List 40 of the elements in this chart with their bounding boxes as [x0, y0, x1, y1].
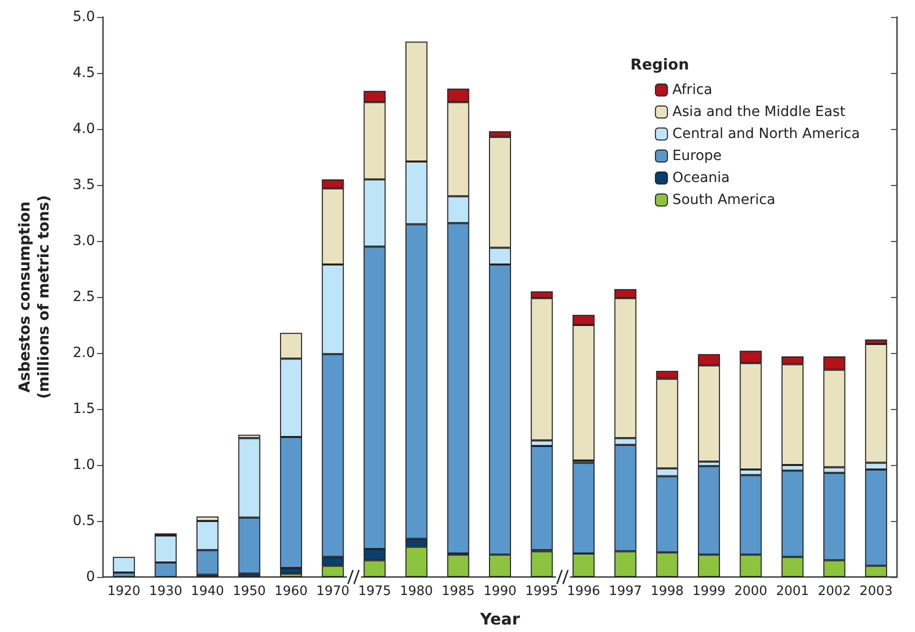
y-tick-label: 0 — [86, 569, 95, 585]
x-tick-label: 1970 — [316, 584, 350, 599]
legend-label: Central and North America — [672, 126, 860, 142]
y-tick-label: 5.0 — [72, 9, 95, 25]
x-tick-label: 1999 — [692, 584, 726, 599]
x-tick-label: 1997 — [608, 584, 642, 599]
x-tick-label: 2000 — [734, 584, 768, 599]
x-tick-label: 1940 — [190, 584, 224, 599]
x-axis-title: Year — [479, 610, 520, 628]
x-tick-label: 1960 — [274, 584, 308, 599]
y-tick-label: 3.0 — [72, 233, 95, 249]
y-axis-title: Asbestos consumption (millions of metric tons) — [16, 195, 52, 399]
x-tick-label: 1950 — [232, 584, 266, 599]
y-tick-label: 3.5 — [72, 177, 95, 193]
x-tick-label: 2001 — [776, 584, 810, 599]
y-tick-label: 0.5 — [72, 513, 95, 529]
legend-title: Region — [630, 56, 690, 74]
x-tick-label: 2002 — [818, 584, 851, 599]
x-tick-label: 1990 — [483, 584, 517, 599]
x-tick-label: 1930 — [149, 584, 182, 599]
x-tick-label: 1920 — [107, 584, 140, 599]
y-tick-label: 2.5 — [72, 289, 95, 305]
y-tick-label: 4.5 — [72, 65, 95, 81]
y-tick-label: 4.0 — [72, 121, 95, 137]
x-tick-label: 1975 — [358, 584, 392, 599]
x-tick-label: 1996 — [567, 584, 600, 599]
legend-label: Oceania — [672, 170, 730, 186]
legend-label: Africa — [672, 82, 712, 98]
x-tick-label: 1985 — [442, 584, 475, 599]
x-tick-label: 2003 — [860, 584, 893, 599]
x-tick-label: 1998 — [650, 584, 684, 599]
y-tick-label: 1.5 — [72, 401, 95, 417]
x-tick-label: 1995 — [525, 584, 558, 599]
legend-label: Europe — [672, 148, 722, 164]
bar — [112, 556, 135, 573]
x-tick-label: 1980 — [400, 584, 433, 599]
y-tick-label: 1.0 — [72, 457, 95, 473]
y-tick-label: 2.0 — [72, 345, 95, 361]
legend-label: South America — [672, 192, 776, 208]
legend-label: Asia and the Middle East — [672, 104, 846, 120]
